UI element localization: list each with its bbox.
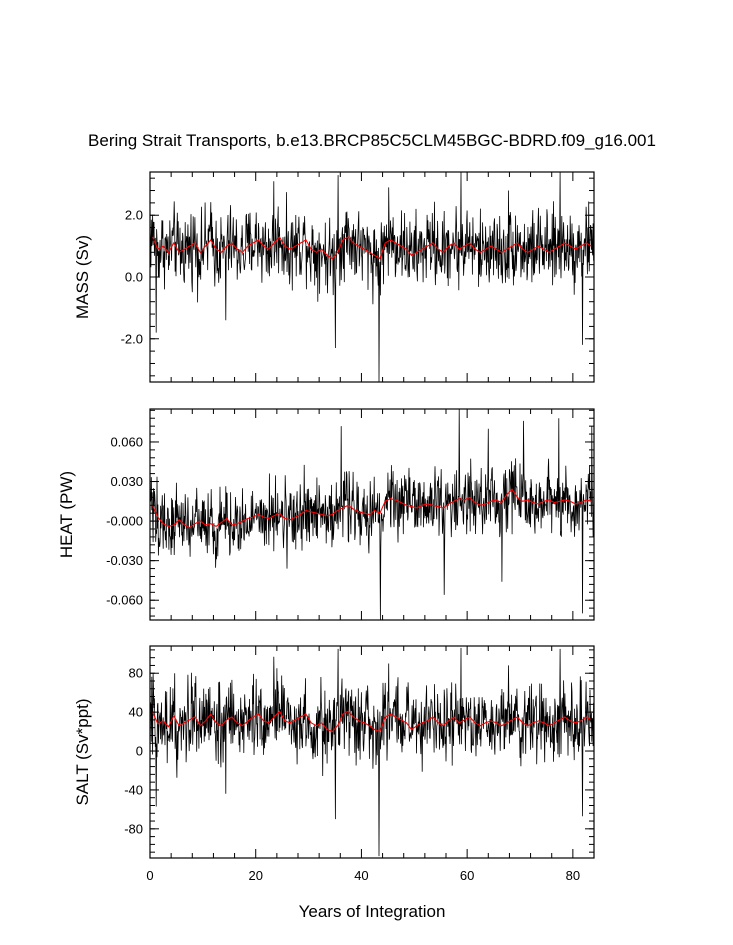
heat-y-tick-label: -0.000 [106,514,143,529]
mass-y-axis-label: MASS (Sv) [73,235,92,319]
heat-y-tick-label: -0.060 [106,593,143,608]
salt-y-tick-label: -80 [124,821,143,836]
panels-group: -2.0 0.0 2.0 MASS (Sv) -0.060 -0.030 -0.000 0.0… [57,171,595,883]
heat-annual-mean-series [152,488,592,529]
salt-y-tick-label: 80 [129,666,143,681]
mass-monthly-series [150,172,594,382]
salt-panel: -80 -40 0 40 80 SALT (Sv*ppt) 0 20 40 60 80 [73,645,595,883]
salt-monthly-series [150,647,594,857]
heat-panel: -0.060 -0.030 -0.000 0.030 0.060 HEAT (PW) [57,408,595,621]
heat-y-tick-label: -0.030 [106,553,143,568]
x-tick-label: 40 [354,868,368,883]
mass-annual-mean-series [152,235,592,260]
x-tick-label: 20 [248,868,262,883]
heat-y-tick-label: 0.030 [110,474,143,489]
x-tick-label: 80 [566,868,580,883]
chart-title: Bering Strait Transports, b.e13.BRCP85C5… [88,131,656,150]
x-tick-label: 0 [146,868,153,883]
heat-y-tick-label: 0.060 [110,434,143,449]
salt-y-tick-label: -40 [124,782,143,797]
heat-monthly-series [150,409,594,620]
x-axis-label: Years of Integration [299,902,446,921]
mass-y-tick-label: -2.0 [121,331,143,346]
salt-frame [149,645,595,859]
mass-y-tick-label: 0.0 [125,270,143,285]
salt-y-tick-label: 0 [136,744,143,759]
mass-y-tick-label: 2.0 [125,208,143,223]
heat-frame [149,408,595,621]
mass-panel: -2.0 0.0 2.0 MASS (Sv) [73,171,595,383]
salt-annual-mean-series [152,710,592,733]
salt-y-axis-label: SALT (Sv*ppt) [73,698,92,805]
x-tick-label: 60 [460,868,474,883]
heat-y-axis-label: HEAT (PW) [57,471,76,558]
salt-y-tick-label: 40 [129,705,143,720]
